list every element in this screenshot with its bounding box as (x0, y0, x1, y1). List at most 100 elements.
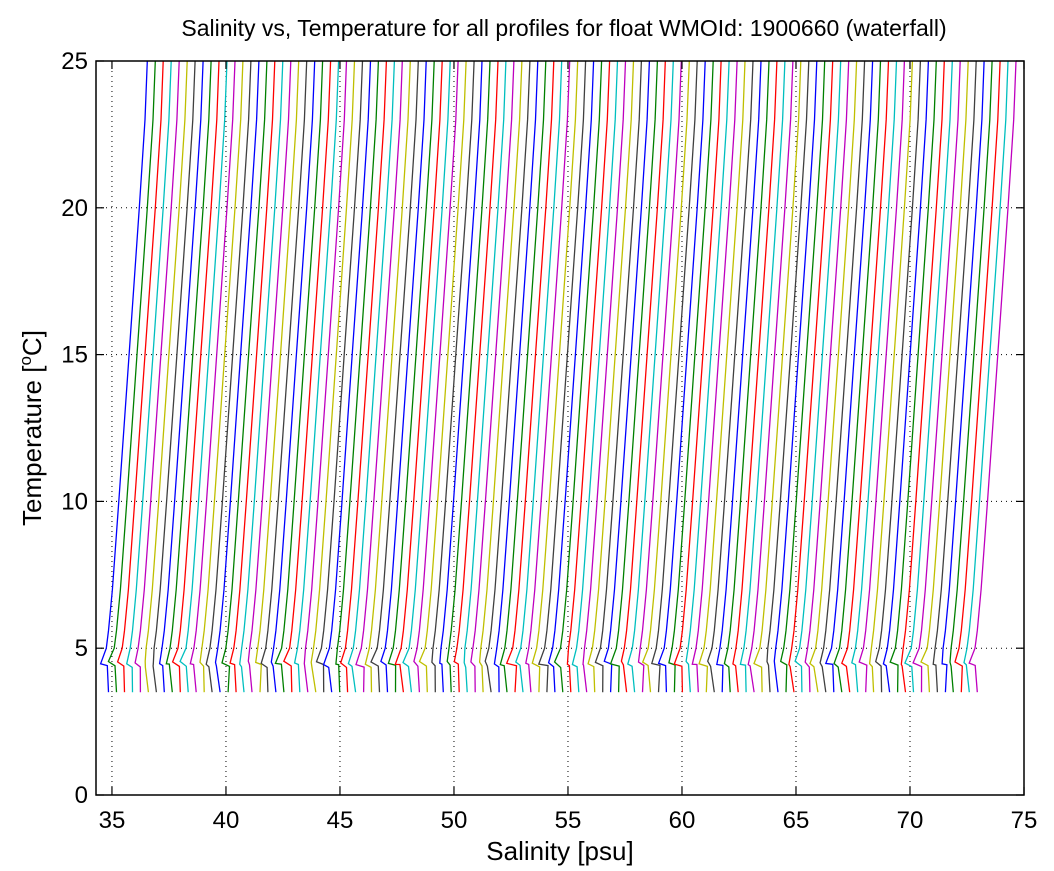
profile-line (515, 60, 563, 693)
profile-line (199, 60, 244, 693)
chart-title: Salinity vs, Temperature for all profile… (181, 15, 946, 41)
profile-line (355, 60, 403, 693)
profile-line (335, 60, 380, 693)
profile-line (794, 60, 842, 693)
x-tick-label: 35 (99, 807, 126, 834)
profile-line (387, 60, 435, 693)
profile-line (531, 60, 579, 693)
profile-line (804, 60, 850, 693)
profile-line (107, 60, 156, 693)
profile-line (954, 60, 1001, 693)
profile-line (171, 60, 220, 693)
profile-line (470, 60, 515, 693)
profile-line (594, 60, 643, 693)
x-tick-label: 40 (213, 807, 240, 834)
profile-line (418, 60, 467, 693)
profile-line (553, 60, 603, 693)
profile-line (439, 60, 483, 693)
profile-line (431, 60, 475, 693)
profile-line (809, 60, 858, 693)
profile-line (499, 60, 547, 693)
y-tick-label: 20 (61, 195, 88, 222)
x-tick-label: 45 (327, 807, 354, 834)
y-axis-ticks: 0 5 10 15 20 25 (61, 48, 1024, 809)
profile-line (900, 60, 945, 693)
profile-line (824, 60, 874, 693)
profile-line (603, 60, 651, 693)
profile-line (402, 60, 451, 693)
profile-line (747, 60, 794, 693)
profile-line (920, 60, 969, 693)
profile-line (205, 60, 252, 693)
x-axis-ticks: 35 40 45 50 55 60 65 70 75 (99, 61, 1038, 834)
profile-line (116, 60, 164, 693)
profile-line (609, 60, 659, 693)
profile-line (641, 60, 690, 693)
profile-line (322, 60, 372, 693)
profile-line (274, 60, 324, 693)
profile-line (716, 60, 762, 693)
profile-line (229, 60, 276, 693)
y-axis-label-tail: C] (17, 330, 47, 356)
profile-line (260, 60, 308, 693)
profile-line (841, 60, 890, 693)
profile-line (125, 60, 172, 693)
profile-line (753, 60, 802, 693)
profile-line (882, 60, 930, 693)
profile-line (587, 60, 635, 693)
y-tick-label: 10 (61, 488, 88, 515)
profile-line (571, 60, 619, 693)
profile-line (968, 60, 1017, 693)
x-tick-label: 75 (1011, 807, 1038, 834)
profile-line (446, 60, 491, 693)
profile-line (732, 60, 778, 693)
profile-line (152, 60, 196, 693)
profile-line (413, 60, 459, 693)
profile-line (364, 60, 411, 693)
profile-line (478, 60, 523, 693)
profile-line (668, 60, 714, 693)
profile-line (303, 60, 348, 693)
profile-line (547, 60, 595, 693)
x-tick-label: 55 (555, 807, 582, 834)
x-axis-label: Salinity [psu] (486, 836, 633, 866)
profile-line (889, 60, 937, 693)
profile-line (214, 60, 260, 693)
profile-line (637, 60, 682, 693)
profile-line (179, 60, 228, 693)
profile-line (525, 60, 571, 693)
x-tick-label: 60 (669, 807, 696, 834)
profile-lines (99, 60, 1017, 693)
profile-line (484, 60, 531, 693)
profile-line (685, 60, 730, 693)
x-tick-label: 70 (897, 807, 924, 834)
y-tick-label: 25 (61, 48, 88, 75)
profile-line (505, 60, 555, 693)
profile-line (221, 60, 268, 693)
profile-line (874, 60, 922, 693)
y-tick-label: 15 (61, 342, 88, 369)
y-axis-label-superscript: o (16, 356, 35, 365)
profile-line (537, 60, 587, 693)
profile-line (620, 60, 666, 693)
profile-line (99, 60, 148, 693)
profile-line (627, 60, 674, 693)
profile-line (134, 60, 180, 693)
profile-line (657, 60, 706, 693)
profile-line (788, 60, 834, 693)
profile-line (779, 60, 826, 693)
profile-line (673, 60, 722, 693)
profile-line (851, 60, 898, 693)
profile-line (773, 60, 818, 693)
profile-line (370, 60, 419, 693)
profile-line (380, 60, 427, 693)
y-tick-label: 0 (75, 782, 88, 809)
y-tick-label: 5 (75, 635, 88, 662)
profile-line (239, 60, 284, 693)
profile-line (963, 60, 1009, 693)
profile-line (650, 60, 698, 693)
profile-line (247, 60, 292, 693)
profile-line (463, 60, 507, 693)
profile-line (144, 60, 188, 693)
